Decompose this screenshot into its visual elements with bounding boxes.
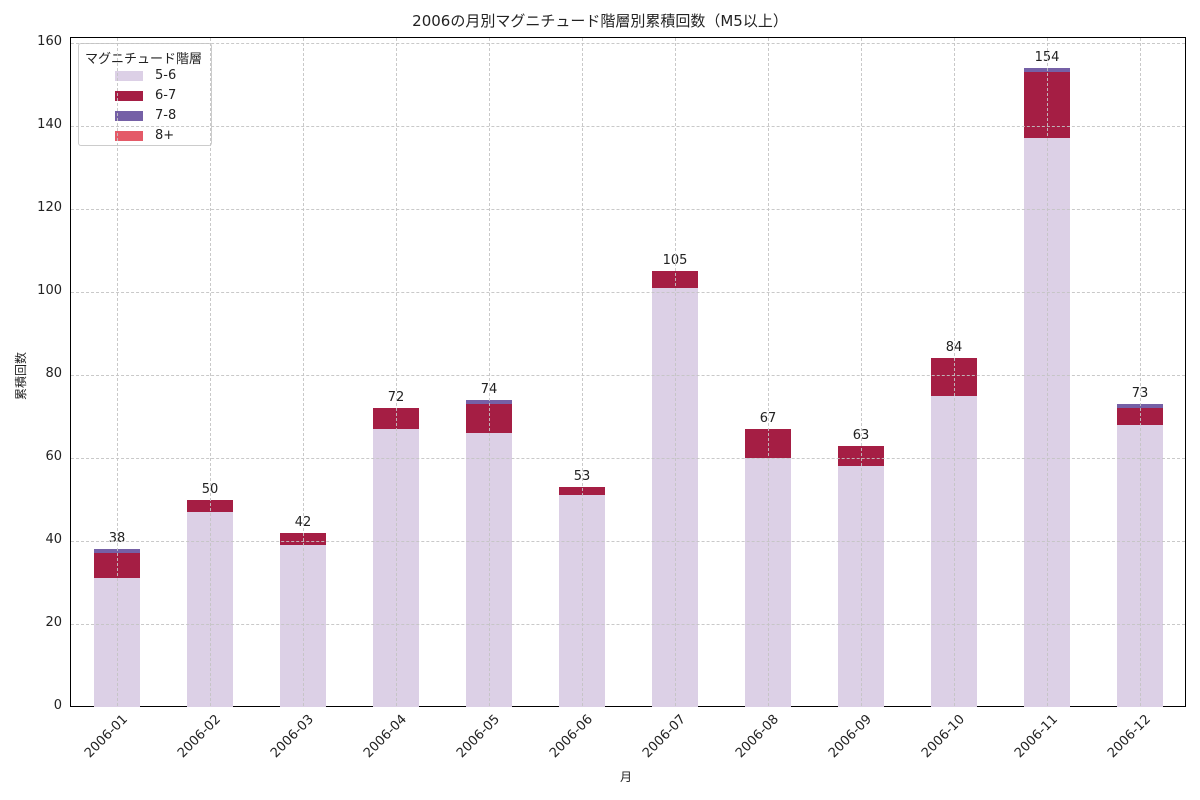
bar-total-label: 105 <box>662 253 688 269</box>
legend: マグニチュード階層 5-6 6-7 7-8 8+ <box>78 43 212 146</box>
legend-title: マグニチュード階層 <box>85 52 203 67</box>
gridline-v <box>489 38 490 706</box>
bar-total-label: 63 <box>852 427 870 443</box>
gridline-v <box>396 38 397 706</box>
x-tick-label: 2006-08 <box>732 712 782 762</box>
gridline-v <box>1140 38 1141 706</box>
bar-total-label: 72 <box>387 390 405 406</box>
gridline-v <box>768 38 769 706</box>
y-tick-label: 20 <box>45 615 62 630</box>
bar-total-label: 42 <box>294 514 312 530</box>
gridline-v <box>675 38 676 706</box>
bar-total-label: 53 <box>573 469 591 485</box>
x-tick-label: 2006-05 <box>453 712 503 762</box>
x-tick-label: 2006-06 <box>546 712 596 762</box>
legend-label: 7-8 <box>155 108 177 123</box>
legend-label: 5-6 <box>155 68 177 83</box>
bar-total-label: 50 <box>201 481 219 497</box>
y-tick-label: 60 <box>45 449 62 464</box>
gridline-v <box>1047 38 1048 706</box>
x-tick-label: 2006-07 <box>639 712 689 762</box>
x-tick-label: 2006-12 <box>1104 712 1154 762</box>
x-tick-label: 2006-11 <box>1011 712 1061 762</box>
y-tick-label: 140 <box>37 117 62 132</box>
gridline-v <box>954 38 955 706</box>
legend-swatch <box>115 71 143 81</box>
legend-swatch <box>115 111 143 121</box>
bar-total-label: 154 <box>1034 49 1060 65</box>
gridline-h <box>71 375 1185 376</box>
gridline-h <box>71 209 1185 210</box>
x-axis-label: 月 <box>620 770 633 784</box>
gridline-h <box>71 541 1185 542</box>
legend-label: 8+ <box>155 128 175 143</box>
gridline-v <box>117 38 118 706</box>
gridline-v <box>210 38 211 706</box>
legend-label: 6-7 <box>155 88 177 103</box>
x-tick-label: 2006-02 <box>174 712 224 762</box>
y-tick-label: 120 <box>37 200 62 215</box>
gridline-h <box>71 458 1185 459</box>
y-tick-label: 0 <box>53 698 62 713</box>
bar-total-label: 38 <box>108 531 126 547</box>
x-tick-label: 2006-03 <box>267 712 317 762</box>
gridline-v <box>861 38 862 706</box>
bar-total-label: 73 <box>1131 386 1149 402</box>
bar-total-label: 74 <box>480 381 498 397</box>
bar-total-label: 84 <box>945 340 963 356</box>
y-tick-label: 80 <box>45 366 62 381</box>
bar-total-label: 67 <box>759 410 777 426</box>
chart-title: 2006の月別マグニチュード階層別累積回数（M5以上） <box>412 12 788 30</box>
gridline-h <box>71 292 1185 293</box>
gridline-h <box>71 624 1185 625</box>
gridline-h <box>71 126 1185 127</box>
legend-swatch <box>115 131 143 141</box>
gridline-h <box>71 43 1185 44</box>
plot-area: 38 50 42 72 74 53 105 67 63 84 154 73 <box>70 37 1186 707</box>
x-tick-label: 2006-04 <box>360 712 410 762</box>
y-tick-label: 160 <box>37 34 62 49</box>
x-tick-label: 2006-09 <box>825 712 875 762</box>
gridline-v <box>582 38 583 706</box>
x-tick-label: 2006-01 <box>81 712 131 762</box>
gridline-v <box>303 38 304 706</box>
legend-swatch <box>115 91 143 101</box>
y-tick-label: 40 <box>45 532 62 547</box>
y-tick-label: 100 <box>37 283 62 298</box>
x-tick-label: 2006-10 <box>918 712 968 762</box>
